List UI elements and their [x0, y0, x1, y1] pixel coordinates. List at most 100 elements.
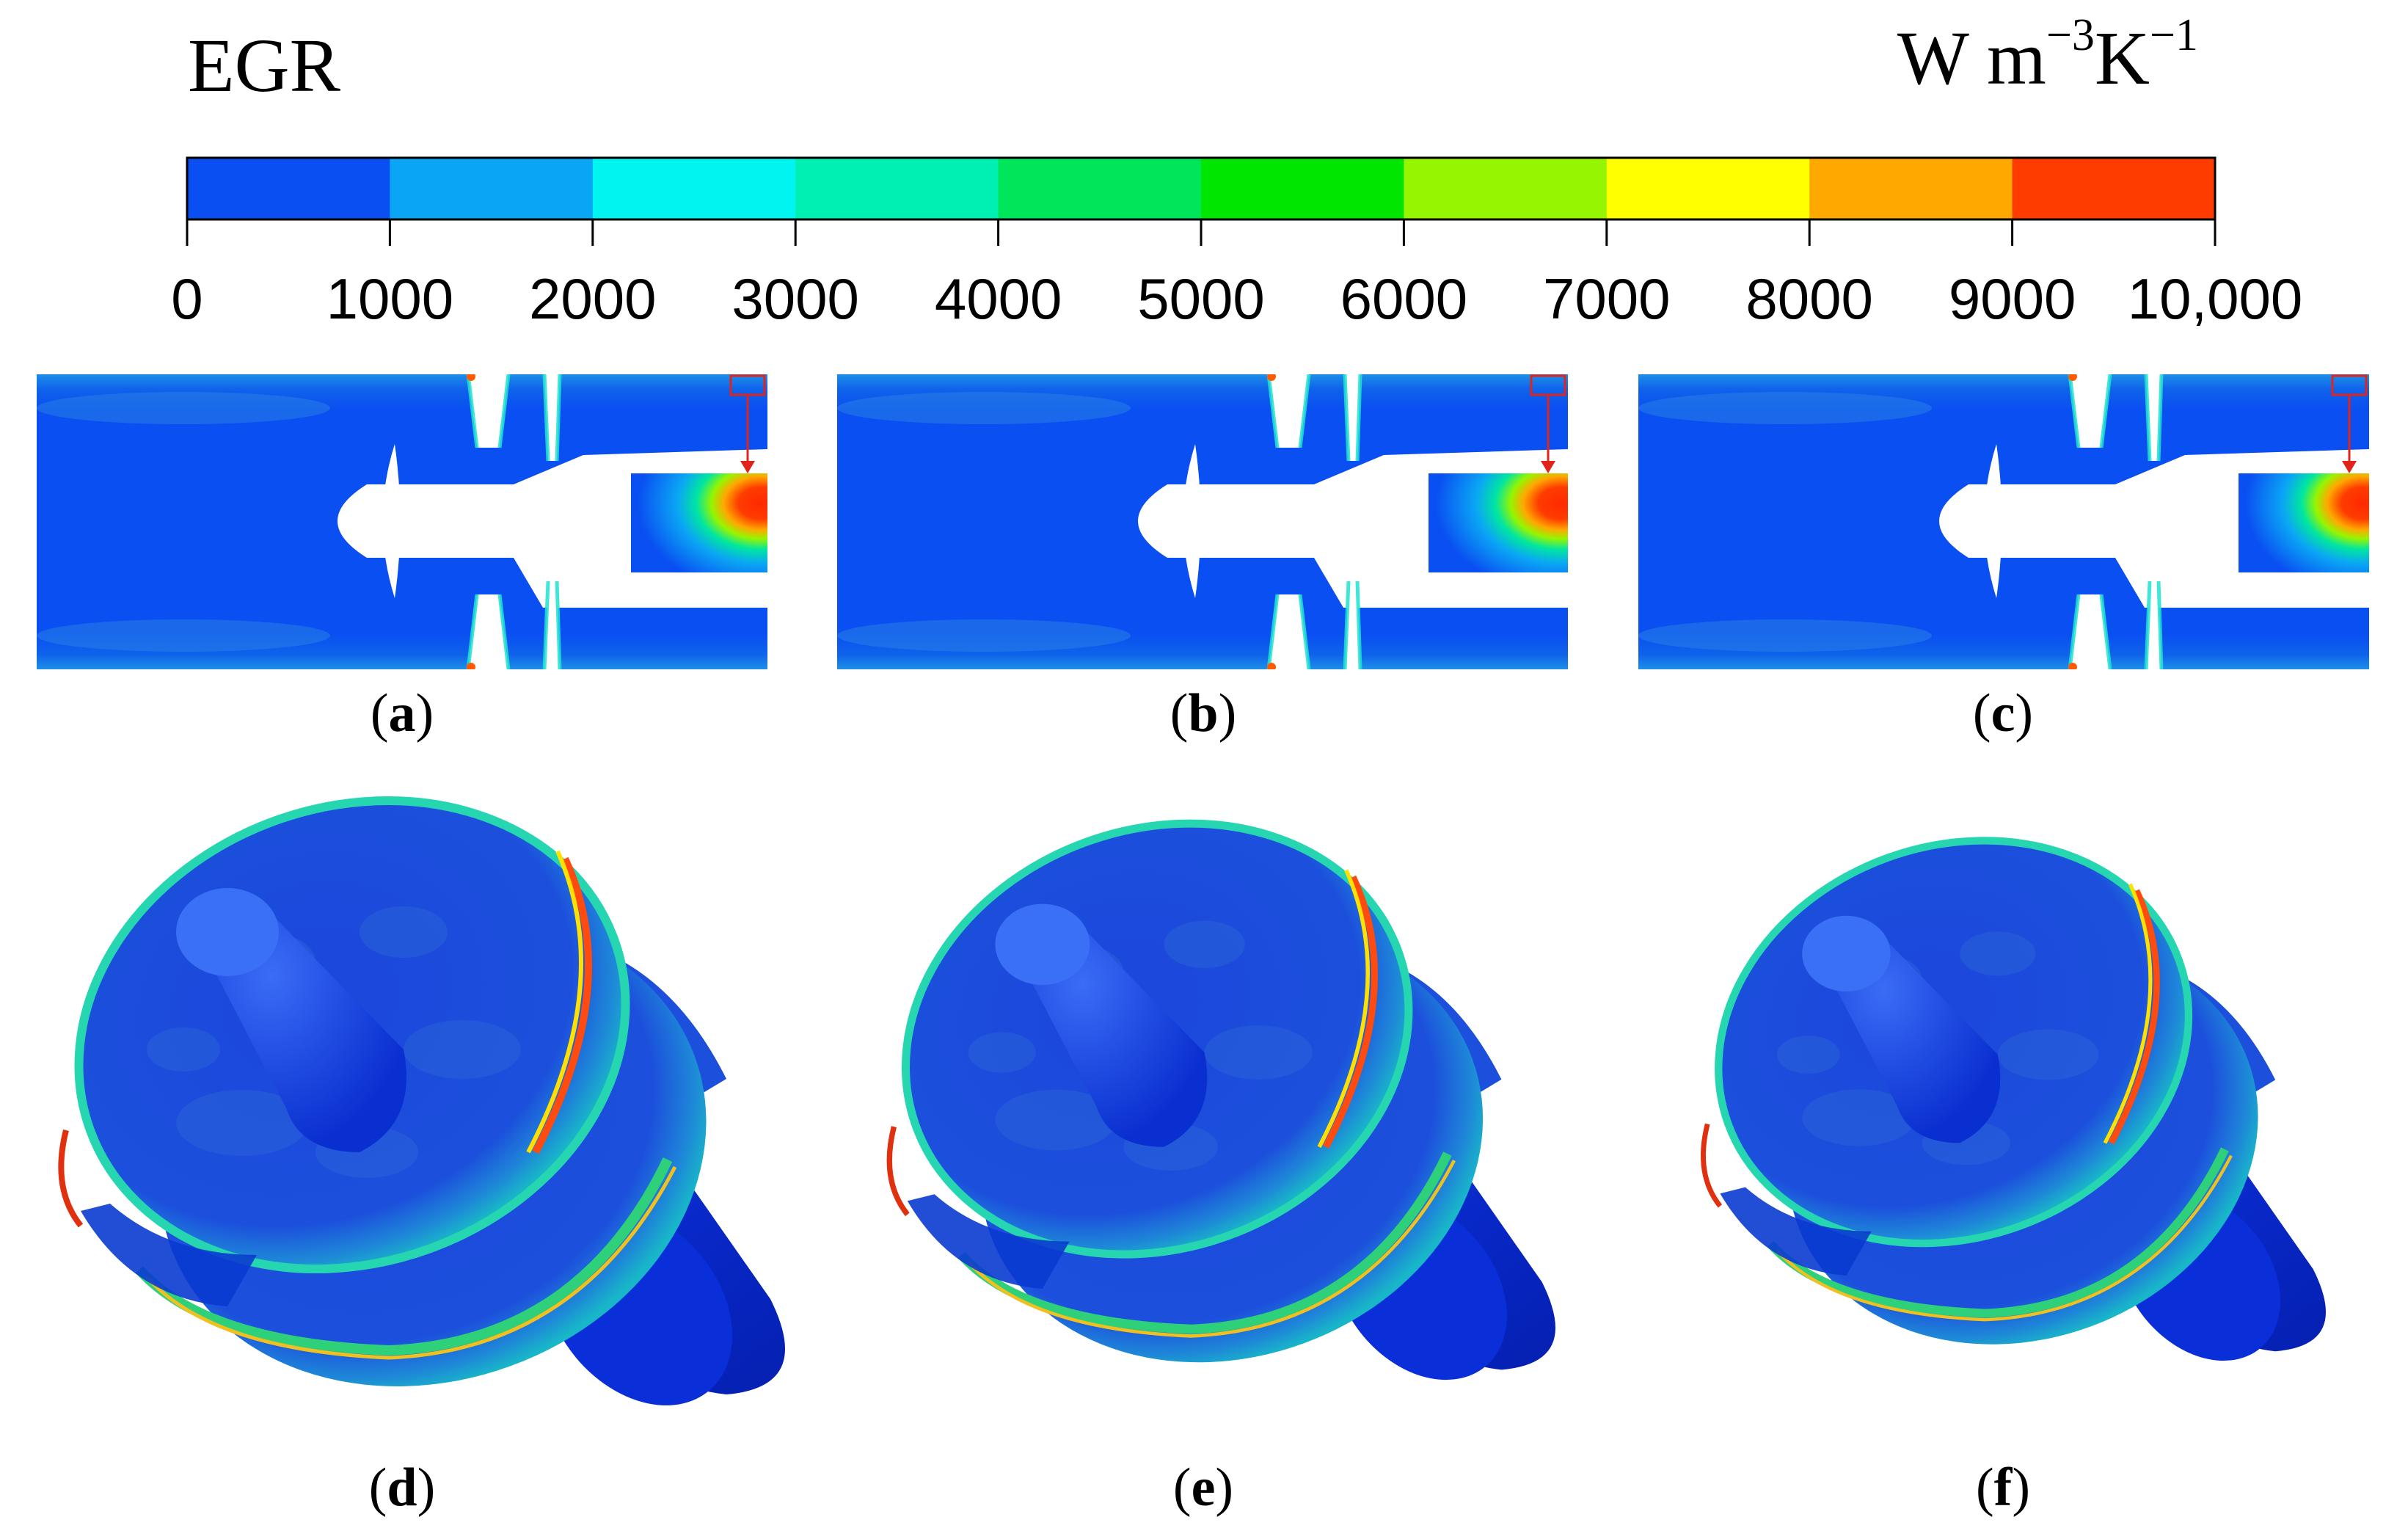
valve-seat	[1984, 444, 2002, 598]
colorbar-cell-1	[390, 158, 594, 219]
valve-3d-panel-d	[58, 796, 785, 1405]
colorbar-tick-label-3: 3000	[731, 266, 859, 331]
caption-c: (c)	[1972, 683, 2034, 743]
surface-patch-1	[360, 906, 448, 958]
section-panel-a	[37, 374, 767, 669]
zoom-arrow-head	[1541, 461, 1555, 473]
colorbar-tick-label-9: 9000	[1948, 266, 2076, 331]
unit-base: W m	[1897, 16, 2046, 101]
colorbar-tick-label-7: 7000	[1543, 266, 1671, 331]
near-wall-zone-top	[837, 392, 1131, 424]
slot-edge-0	[1266, 374, 1280, 448]
rear-disc-rim	[1767, 1147, 2229, 1318]
unit-label: W m−3K−1	[1897, 10, 2198, 102]
colorbar-tick-label-8: 8000	[1745, 266, 1873, 331]
hot-spot-top	[1267, 374, 1276, 381]
stem-tip	[176, 888, 279, 976]
valve-seat	[382, 444, 401, 598]
surface-patch-3	[1802, 1089, 1916, 1146]
slot-edge-2	[542, 374, 550, 462]
front-disc-hot-edge-inner	[2103, 883, 2153, 1144]
disc-lip	[81, 1204, 257, 1306]
surface-patch-1	[1960, 931, 2036, 976]
hot-spot-bottom	[467, 663, 475, 669]
slot-1-bottom	[468, 594, 508, 669]
front-disc-rim	[1715, 837, 2193, 1248]
colorbar-cell-4	[998, 158, 1202, 219]
surface-patch-3	[176, 1090, 308, 1156]
colorbar	[186, 156, 2217, 246]
surface-patch-2	[1997, 1029, 2099, 1080]
slot-edge-6	[542, 581, 550, 669]
slot-edge-3	[555, 374, 562, 462]
slot-1-bottom	[1269, 594, 1309, 669]
disc-lip	[907, 1194, 1070, 1289]
slot-edge-7	[1355, 581, 1362, 669]
front-disc-rim	[901, 819, 1413, 1259]
slot-edge-7	[555, 581, 562, 669]
rear-disc-rim	[135, 1157, 673, 1356]
hot-spot-bottom	[1267, 663, 1276, 669]
stem-tip	[1802, 915, 1891, 992]
colorbar-tick-label-0: 0	[171, 266, 203, 331]
rear-disc-hot-rim	[145, 1165, 677, 1360]
valve-3d-panel-e	[886, 819, 1555, 1380]
unit-exp1: −3	[2046, 10, 2095, 60]
slot-edge-6	[2144, 581, 2152, 669]
surface-patch-5	[968, 1032, 1036, 1073]
surface-patch-5	[147, 1027, 220, 1072]
near-wall-zone-bottom	[1638, 619, 1932, 652]
caption-b: (b)	[1170, 683, 1237, 743]
caption-f: (f)	[1976, 1458, 2030, 1518]
front-disc-left-hot-edge	[58, 1129, 84, 1228]
zoom-inset	[1429, 473, 1568, 572]
slot-edge-3	[2156, 374, 2164, 462]
colorbar-cell-5	[1201, 158, 1404, 219]
slot-edge-0	[466, 374, 479, 448]
slot-edge-2	[2144, 374, 2152, 462]
colorbar-tick-label-2: 2000	[529, 266, 657, 331]
slot-edge-4	[2068, 594, 2081, 669]
valve-f	[1701, 837, 2326, 1361]
zoom-arrow-head	[740, 461, 755, 473]
surface-patch-2	[404, 1020, 521, 1079]
front-disc-hot-edge	[1323, 875, 1379, 1149]
slot-edge-1	[2099, 374, 2112, 448]
surface-patch-1	[1164, 920, 1245, 968]
slot-edge-5	[2099, 594, 2112, 669]
stem-tip	[995, 903, 1090, 985]
rear-disc-hot-rim	[1776, 1154, 2233, 1322]
caption-d: (d)	[368, 1458, 436, 1518]
colorbar-cell-8	[1809, 158, 2013, 219]
valve-3d-panel-f	[1701, 837, 2326, 1361]
colorbar-tick-label-4: 4000	[934, 266, 1062, 331]
slot-edge-1	[497, 374, 511, 448]
unit-mid: K	[2094, 16, 2150, 101]
colorbar-cell-3	[795, 158, 999, 219]
front-disc-hot-edge	[532, 856, 592, 1154]
front-disc-hot-edge	[2108, 889, 2160, 1145]
zoom-inset	[2239, 473, 2369, 572]
slot-1-bottom	[2070, 594, 2110, 669]
zoom-inset	[631, 473, 767, 572]
surface-patch-3	[995, 1089, 1117, 1151]
rear-disc-hot-rim	[966, 1160, 1456, 1338]
colorbar-tick-label-10: 10,000	[2127, 266, 2303, 331]
surface-patch-5	[1776, 1036, 1840, 1074]
front-disc-hot-edge-inner	[526, 850, 583, 1154]
colorbar-tick-label-6: 6000	[1340, 266, 1468, 331]
slot-1-top	[468, 374, 508, 448]
rear-disc-rim	[957, 1152, 1452, 1334]
front-disc-left-hot-edge	[1701, 1123, 1723, 1208]
unit-exp2: −1	[2150, 10, 2198, 60]
hot-spot-bottom	[2068, 663, 2077, 669]
slot-edge-3	[1355, 374, 1362, 462]
colorbar-cell-7	[1606, 158, 1810, 219]
caption-e: (e)	[1172, 1458, 1234, 1518]
slot-edge-0	[2068, 374, 2081, 448]
valve-d	[58, 796, 785, 1405]
colorbar-cell-2	[592, 158, 796, 219]
caption-a: (a)	[370, 683, 434, 743]
near-wall-zone-bottom	[837, 619, 1131, 652]
colorbar-cell-6	[1404, 158, 1608, 219]
